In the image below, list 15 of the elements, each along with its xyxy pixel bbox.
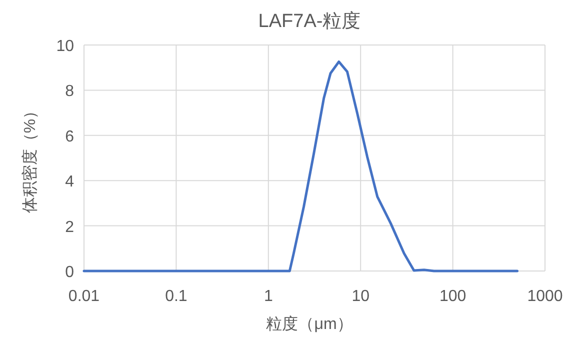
x-tick-label: 0.01 <box>68 288 100 305</box>
x-tick-label: 1 <box>264 288 273 305</box>
y-tick-label: 2 <box>65 218 74 236</box>
chart-title: LAF7A-粒度 <box>258 10 361 32</box>
y-tick-label: 8 <box>65 83 74 100</box>
x-tick-label: 100 <box>439 288 466 305</box>
y-tick-label: 0 <box>65 264 74 281</box>
y-axis-title: 体积密度（%） <box>21 102 39 214</box>
x-tick-label: 10 <box>352 288 370 305</box>
x-axis-title: 粒度（μm） <box>266 315 353 333</box>
x-tick-label: 0.1 <box>165 288 188 305</box>
x-tick-label: 1000 <box>527 288 563 305</box>
y-tick-label: 6 <box>65 128 74 146</box>
y-tick-label: 4 <box>65 174 74 191</box>
y-tick-label: 10 <box>56 38 74 55</box>
